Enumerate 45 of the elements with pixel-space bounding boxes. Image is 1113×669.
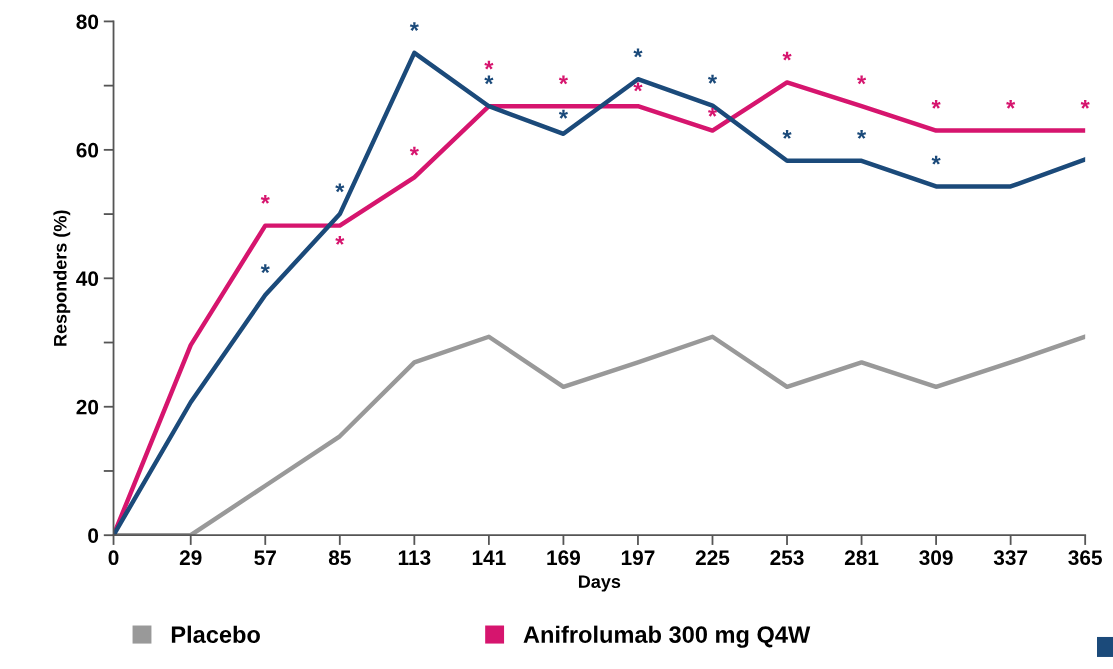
annotation: * bbox=[1080, 99, 1090, 109]
annotation: * bbox=[335, 183, 345, 193]
x-tick-label: 253 bbox=[770, 550, 804, 566]
x-tick-label: 169 bbox=[547, 550, 581, 566]
x-tick-label: 309 bbox=[919, 550, 953, 566]
annotation: * bbox=[857, 75, 867, 85]
annotation: * bbox=[260, 264, 270, 274]
annotation: * bbox=[931, 99, 941, 109]
x-tick-label: 0 bbox=[108, 550, 119, 566]
x-tick-label: 365 bbox=[1068, 550, 1102, 566]
annotation: * bbox=[857, 130, 867, 139]
x-axis-title: Days bbox=[578, 575, 621, 592]
x-tick-label: 29 bbox=[179, 550, 202, 566]
x-tick-label: 85 bbox=[328, 550, 351, 566]
annotation: * bbox=[633, 82, 643, 92]
annotation: * bbox=[707, 107, 718, 117]
annotation: * bbox=[558, 109, 568, 119]
annotation: * bbox=[633, 48, 643, 58]
annotation: * bbox=[260, 194, 270, 204]
legend-label: Placebo bbox=[171, 625, 260, 643]
y-tick-label: 80 bbox=[76, 14, 99, 30]
annotation: * bbox=[409, 146, 419, 156]
annotation: * bbox=[558, 75, 568, 85]
annotation: * bbox=[782, 130, 792, 139]
x-tick-label: 281 bbox=[844, 550, 879, 566]
y-tick-label: 40 bbox=[76, 271, 99, 287]
annotation: * bbox=[931, 155, 941, 165]
legend-label: Anifrolumab 300 mg Q4W bbox=[523, 625, 811, 648]
x-tick-label: 337 bbox=[993, 550, 1028, 566]
y-tick-label: 0 bbox=[88, 528, 99, 543]
x-tick-label: 113 bbox=[398, 550, 431, 566]
annotation: * bbox=[707, 74, 718, 84]
annotation: * bbox=[409, 22, 419, 31]
annotation: * bbox=[484, 75, 494, 85]
x-tick-label: 225 bbox=[695, 550, 730, 566]
annotation: * bbox=[335, 236, 345, 245]
y-tick-label: 60 bbox=[76, 142, 99, 158]
x-tick-label: 141 bbox=[472, 550, 506, 565]
x-tick-label: 57 bbox=[254, 550, 276, 566]
x-tick-label: 197 bbox=[621, 550, 655, 566]
annotation: * bbox=[1006, 99, 1016, 109]
annotation: * bbox=[484, 60, 494, 70]
y-tick-label: 20 bbox=[76, 399, 99, 415]
y-axis-title: Responders (%) bbox=[53, 210, 71, 346]
annotation: * bbox=[782, 51, 792, 61]
